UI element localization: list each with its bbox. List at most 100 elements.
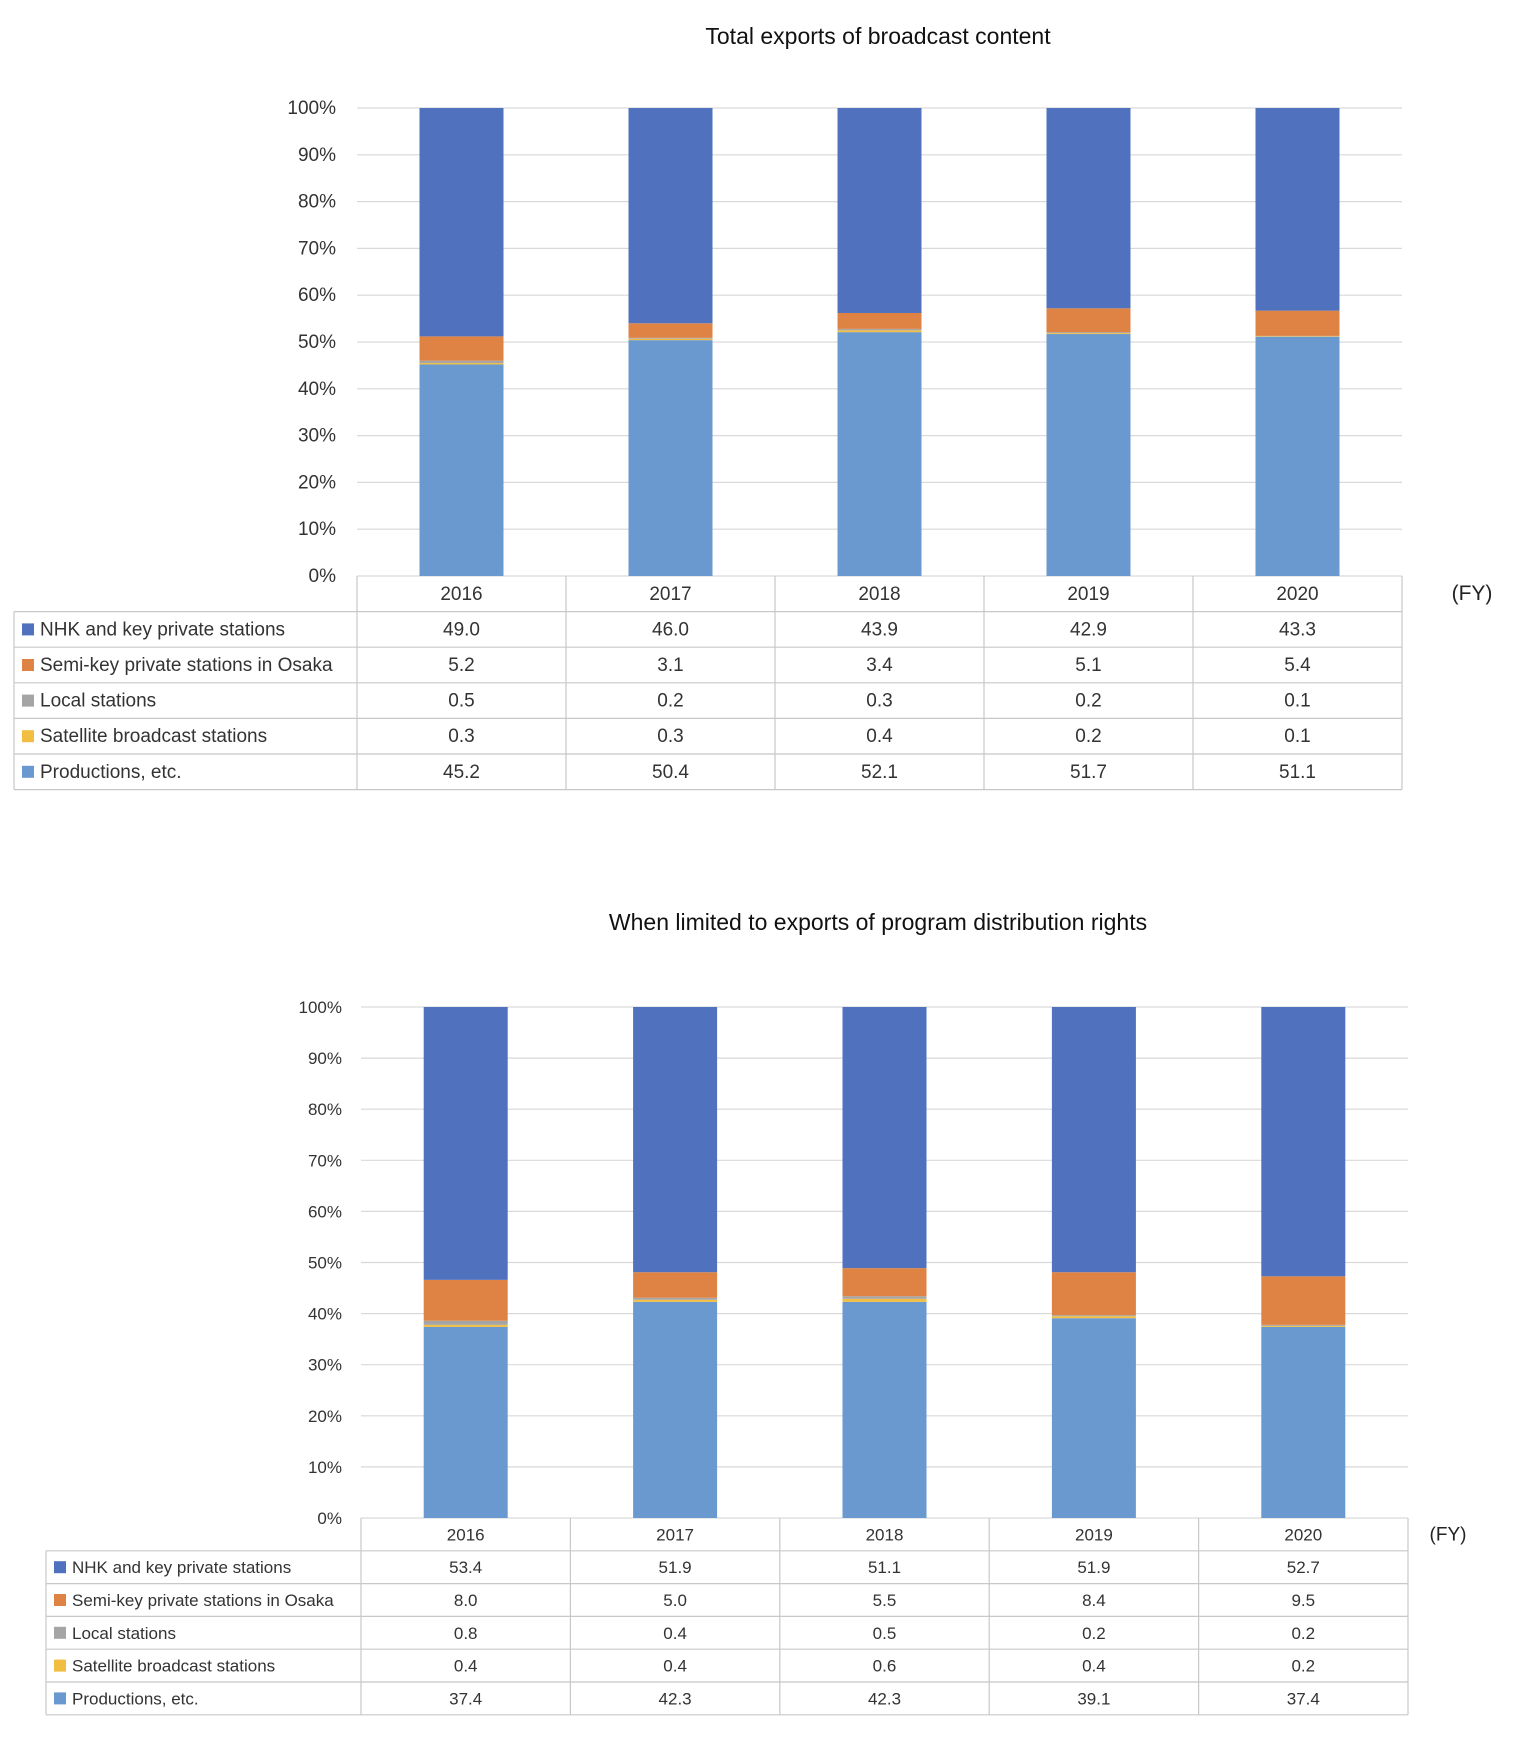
bar-segment — [1255, 108, 1340, 311]
data-label: 0.6 — [873, 1657, 897, 1676]
bar-segment — [1261, 1326, 1346, 1518]
data-label: 37.4 — [1287, 1689, 1320, 1708]
legend-label: Productions, etc. — [40, 762, 182, 783]
data-label: 51.9 — [659, 1558, 692, 1577]
bar-segment — [837, 312, 922, 329]
y-tick-label: 60% — [298, 285, 336, 306]
legend-label: Semi-key private stations in Osaka — [72, 1591, 334, 1610]
data-label: 8.4 — [1082, 1591, 1106, 1610]
bar-segment — [423, 1279, 508, 1321]
data-label: 0.2 — [1291, 1657, 1315, 1676]
bar-segment — [842, 1298, 927, 1302]
bar-segment — [842, 1296, 927, 1299]
data-label: 9.5 — [1291, 1591, 1315, 1610]
y-tick-label: 70% — [298, 238, 336, 259]
legend-label: NHK and key private stations — [72, 1558, 291, 1577]
data-label: 53.4 — [449, 1558, 482, 1577]
bar-segment — [419, 336, 504, 361]
data-label: 0.5 — [873, 1624, 897, 1643]
y-tick-label: 30% — [308, 1356, 342, 1375]
x-tick-label: 2020 — [1284, 1525, 1322, 1544]
x-axis-unit: (FY) — [1430, 1524, 1467, 1545]
x-tick-label: 2017 — [656, 1525, 694, 1544]
bar-segment — [628, 108, 713, 324]
bar-segment — [837, 328, 922, 331]
y-tick-label: 50% — [308, 1254, 342, 1273]
data-label: 43.3 — [1279, 619, 1316, 640]
bar-segment — [633, 1272, 718, 1298]
bar-segment — [1261, 1007, 1346, 1277]
data-label: 37.4 — [449, 1689, 482, 1708]
data-label: 43.9 — [861, 619, 898, 640]
data-label: 50.4 — [652, 762, 689, 783]
bar-segment — [1051, 1007, 1136, 1273]
bar-segment — [842, 1268, 927, 1297]
bar-segment — [1051, 1318, 1136, 1518]
data-label: 0.4 — [866, 726, 893, 747]
bar-segment — [419, 108, 504, 337]
x-tick-label: 2019 — [1067, 584, 1109, 605]
data-label: 0.3 — [866, 691, 892, 712]
data-label: 46.0 — [652, 619, 689, 640]
data-label: 42.3 — [659, 1689, 692, 1708]
y-tick-label: 10% — [308, 1458, 342, 1477]
data-label: 5.1 — [1075, 655, 1101, 676]
data-label: 0.2 — [657, 691, 683, 712]
bar-segment — [1046, 333, 1131, 335]
bar-segment — [837, 108, 922, 313]
bar-segment — [837, 332, 922, 576]
y-tick-label: 80% — [308, 1100, 342, 1119]
data-label: 45.2 — [443, 762, 480, 783]
chart-title: Total exports of broadcast content — [705, 23, 1051, 49]
data-label: 49.0 — [443, 619, 480, 640]
y-tick-label: 30% — [298, 426, 336, 447]
legend-swatch — [54, 1692, 66, 1705]
bar-segment — [1051, 1272, 1136, 1316]
legend-swatch — [22, 694, 34, 707]
y-tick-label: 50% — [298, 332, 336, 353]
bar-segment — [1255, 310, 1340, 336]
data-label: 0.1 — [1284, 691, 1310, 712]
data-label: 0.1 — [1284, 726, 1310, 747]
legend-swatch — [22, 659, 34, 671]
legend-swatch — [22, 765, 34, 778]
y-tick-label: 90% — [298, 145, 336, 166]
y-tick-label: 10% — [298, 519, 336, 540]
data-label: 0.3 — [448, 726, 474, 747]
legend-label: Satellite broadcast stations — [40, 726, 267, 747]
x-axis-unit: (FY) — [1452, 582, 1493, 605]
legend-swatch — [54, 1659, 66, 1672]
data-label: 0.2 — [1291, 1624, 1315, 1643]
bar-segment — [1046, 308, 1131, 333]
bar-segment — [628, 340, 713, 576]
y-tick-label: 80% — [298, 192, 336, 213]
bar-segment — [419, 363, 504, 365]
data-label: 0.2 — [1082, 1624, 1106, 1643]
bar-segment — [628, 338, 713, 341]
legend-label: Semi-key private stations in Osaka — [40, 655, 333, 676]
data-label: 51.1 — [1279, 762, 1316, 783]
bar-segment — [423, 1326, 508, 1518]
bar-segment — [842, 1007, 927, 1269]
data-label: 39.1 — [1077, 1689, 1110, 1708]
y-tick-label: 100% — [287, 98, 336, 119]
x-tick-label: 2016 — [440, 584, 482, 605]
bar-segment — [419, 360, 504, 364]
chart-title: When limited to exports of program distr… — [609, 909, 1147, 935]
legend-label: Productions, etc. — [72, 1689, 199, 1708]
bar-segment — [633, 1301, 718, 1518]
y-tick-label: 70% — [308, 1151, 342, 1170]
bar-segment — [628, 337, 713, 339]
data-label: 0.4 — [663, 1624, 687, 1643]
bar-segment — [1051, 1316, 1136, 1319]
data-label: 5.0 — [663, 1591, 687, 1610]
bar-segment — [419, 364, 504, 576]
x-tick-label: 2016 — [447, 1525, 485, 1544]
bar-segment — [1255, 336, 1340, 576]
chart-total-exports: Total exports of broadcast content 0% 10% 2… — [13, 23, 1493, 791]
y-tick-label: 90% — [308, 1049, 342, 1068]
data-label: 0.3 — [657, 726, 683, 747]
y-tick-label: 40% — [298, 379, 336, 400]
data-label: 0.4 — [454, 1657, 478, 1676]
bar-segment — [1261, 1324, 1346, 1326]
